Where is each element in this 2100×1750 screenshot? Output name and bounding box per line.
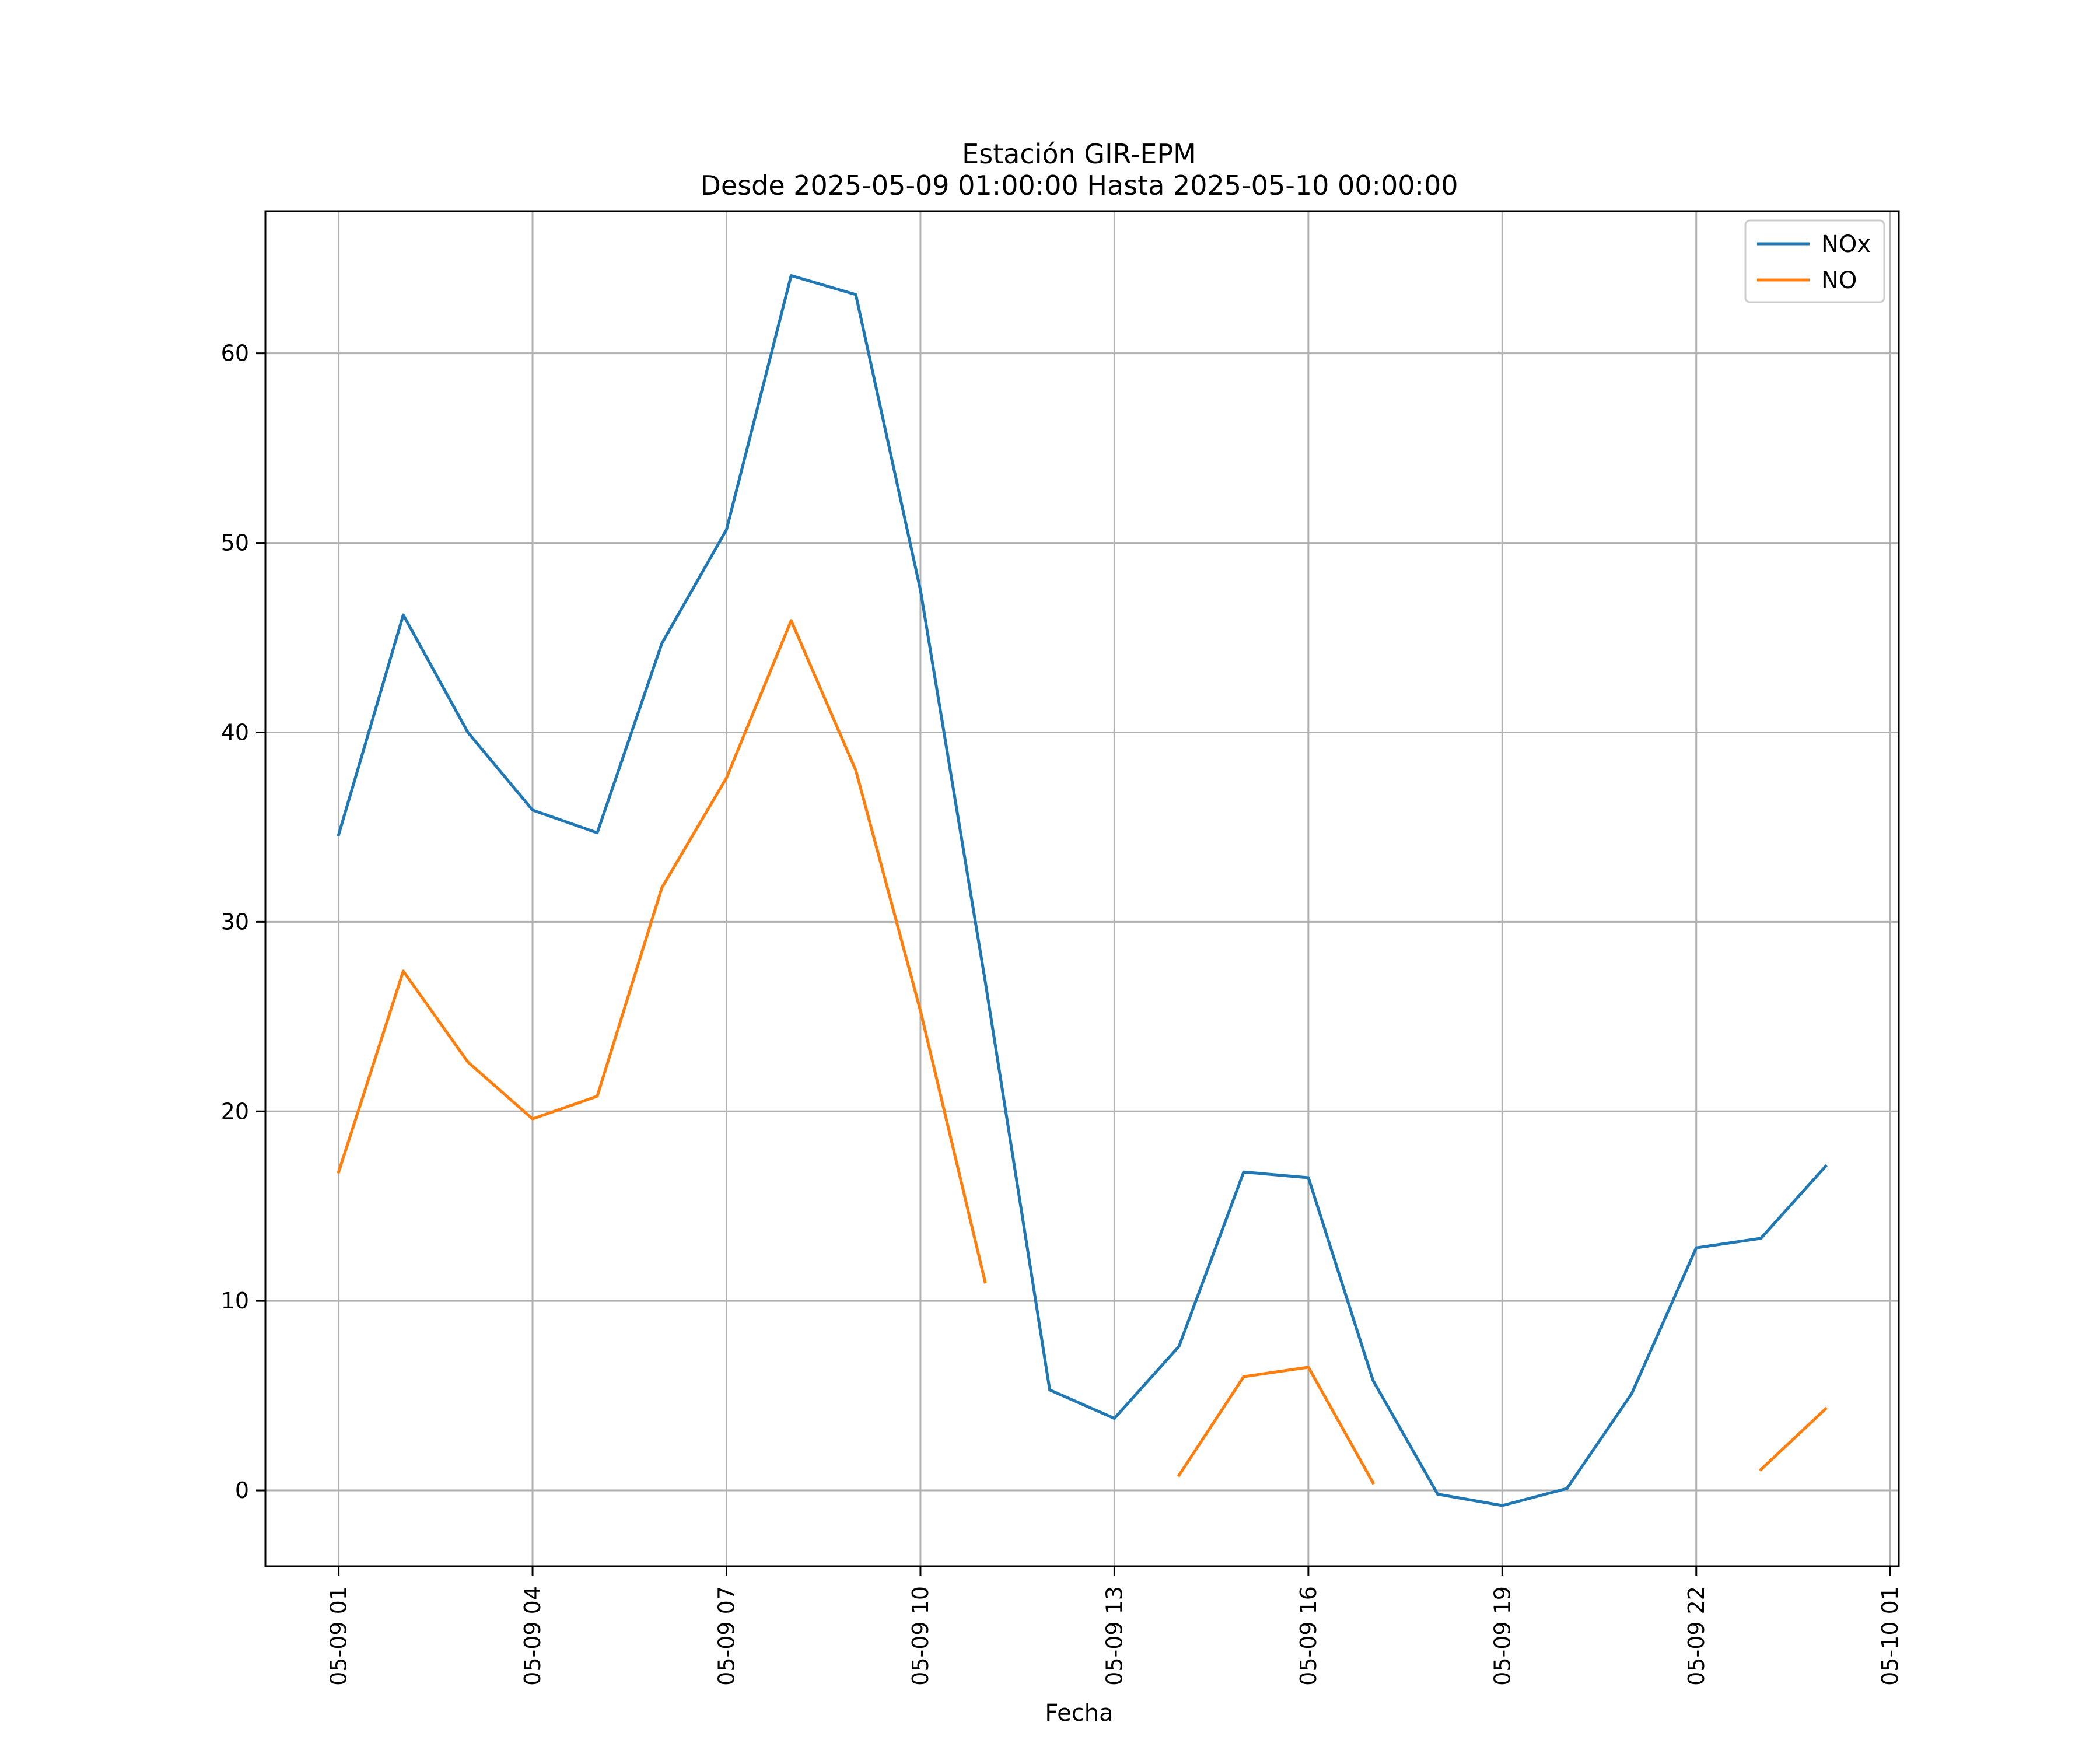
- legend-label-nox: NOx: [1821, 231, 1871, 258]
- x-axis-ticks: 05-09 01 05-09 04 05-09 07 05-09 10 05-09 13…: [326, 1566, 1903, 1686]
- legend: NOx NO: [1744, 219, 1885, 303]
- x-tick-label: 05-09 10: [908, 1586, 933, 1686]
- series-line-no: [1759, 1406, 1828, 1472]
- series-nox: [337, 274, 1828, 1507]
- grid: [265, 211, 1899, 1566]
- legend-label-no: NO: [1821, 267, 1857, 294]
- y-tick-label: 10: [221, 1288, 249, 1314]
- plot-frame: [264, 210, 1900, 1567]
- y-tick-label: 40: [221, 719, 249, 745]
- chart-title: Estación GIR-EPM: [962, 138, 1196, 170]
- y-tick-label: 30: [221, 909, 249, 935]
- x-tick-label: 05-09 07: [714, 1586, 740, 1686]
- plot-series: [337, 274, 1828, 1507]
- y-tick-label: 20: [221, 1098, 249, 1124]
- series-line-no: [1177, 1366, 1376, 1485]
- series-line-no: [337, 619, 987, 1284]
- x-axis-label: Fecha: [1045, 1700, 1113, 1727]
- x-tick-label: 05-09 04: [520, 1586, 545, 1686]
- y-tick-label: 50: [221, 530, 249, 556]
- chart-subtitle: Desde 2025-05-09 01:00:00 Hasta 2025-05-…: [700, 170, 1458, 201]
- x-tick-label: 05-10 01: [1877, 1586, 1903, 1686]
- series-no: [337, 619, 1828, 1485]
- x-tick-label: 05-09 19: [1489, 1586, 1515, 1686]
- y-tick-label: 60: [221, 341, 249, 366]
- y-axis-ticks: 0 10 20 30 40 50 60: [221, 341, 265, 1503]
- legend-box: [1744, 219, 1885, 303]
- series-line-nox: [337, 274, 1828, 1507]
- x-tick-label: 05-09 13: [1101, 1586, 1127, 1686]
- y-tick-label: 0: [235, 1478, 249, 1503]
- x-tick-label: 05-09 01: [326, 1586, 352, 1686]
- x-tick-label: 05-09 22: [1684, 1586, 1709, 1686]
- x-tick-label: 05-09 16: [1296, 1586, 1321, 1686]
